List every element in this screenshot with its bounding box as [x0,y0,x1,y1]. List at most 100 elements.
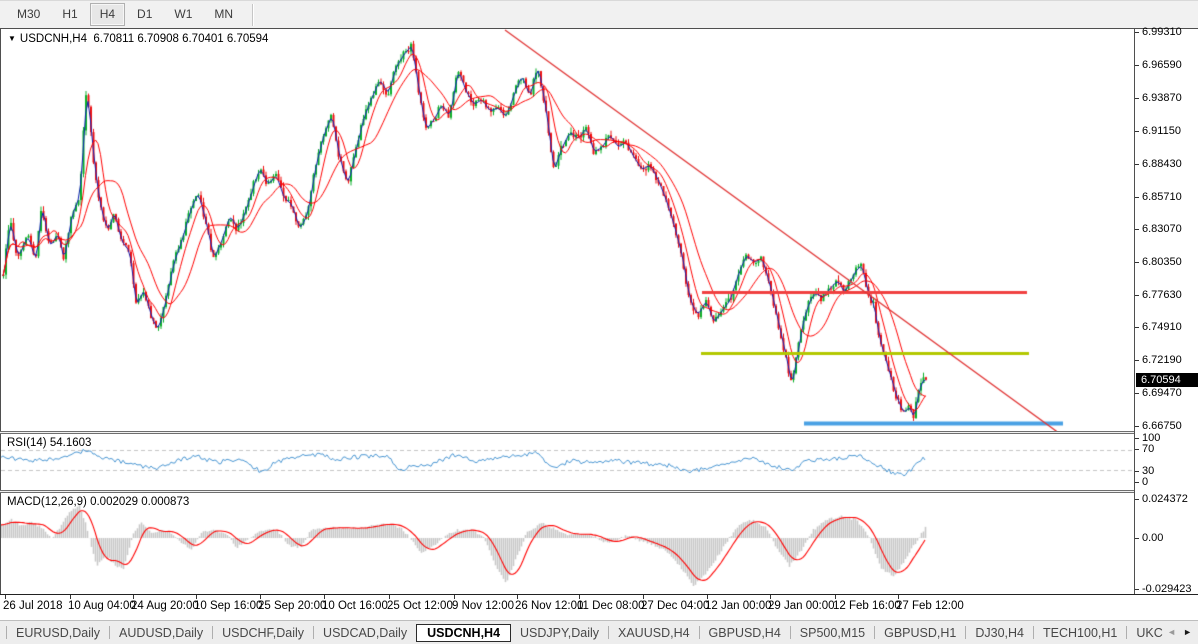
chart-tab-usdcnh-h4[interactable]: USDCNH,H4 [416,623,512,642]
time-axis-label: 25 Sep 20:00 [258,600,327,612]
time-axis-tick [517,595,518,599]
rsi-chart-canvas[interactable] [1,434,1133,490]
macd-signal-value: 0.000873 [141,496,190,508]
price-axis-label: 6.74910 [1142,321,1182,334]
timeframe-button-w1[interactable]: W1 [174,7,193,21]
chart-tab-usdjpy-daily[interactable]: USDJPY,Daily [520,625,599,640]
price-axis-tick [1135,426,1139,427]
price-axis-tick [1135,295,1139,296]
toolbar-separator [252,3,255,26]
price-axis-tick [1135,360,1139,361]
timeframe-button-d1[interactable]: D1 [137,7,153,21]
chart-tab-ukc[interactable]: UKC [1136,625,1163,640]
time-axis-label: 26 Jul 2018 [3,600,63,612]
time-axis-label: 26 Nov 12:00 [515,600,584,612]
chart-tab-bar: EURUSD,Daily AUDUSD,Daily USDCHF,Daily USDC… [0,620,1198,644]
panel-splitter[interactable] [0,431,1198,434]
price-axis-label: 6.83070 [1142,222,1182,235]
time-axis-label: 12 Jan 00:00 [705,600,772,612]
time-axis-tick [579,595,580,599]
time-axis-tick [454,595,455,599]
time-axis-tick [707,595,708,599]
tab-divider [698,626,700,639]
tab-divider [109,626,111,639]
macd-name: MACD(12,26,9) [7,496,87,508]
indicator-axis-label: 0 [1142,476,1149,488]
time-axis-label: 9 Nov 12:00 [452,600,515,612]
price-axis-label: 6.85710 [1142,190,1182,203]
tab-divider [789,626,791,639]
tab-scroll-right-icon[interactable]: ► [1183,627,1192,637]
indicator-axis-label: 30 [1142,465,1155,477]
time-axis-tick [643,595,644,599]
indicator-axis-tick [1135,471,1139,472]
chart-tab-audusd-daily[interactable]: AUDUSD,Daily [119,625,204,640]
chart-ohlc-values: 6.70811 6.70908 6.70401 6.70594 [93,33,269,45]
price-axis-tick [1135,197,1139,198]
timeframe-button-h4[interactable]: H4 [89,3,126,26]
indicator-axis-tick [1135,482,1139,483]
time-scale[interactable]: 26 Jul 2018 10 Aug 04:00 24 Aug 20:00 10 Se… [0,595,1198,620]
indicator-axis-label: 70 [1142,443,1155,455]
timeframe-button-m30[interactable]: M30 [17,7,41,21]
time-axis-tick [70,595,71,599]
time-axis-label: 29 Jan 00:00 [768,600,835,612]
timeframe-button-h1[interactable]: H1 [62,7,78,21]
tab-divider [965,626,967,639]
chart-tab-gbpusd-h4[interactable]: GBPUSD,H4 [708,625,781,640]
indicator-axis-tick [1135,499,1139,500]
price-chart-panel[interactable]: ▼ USDCNH,H4 6.70811 6.70908 6.70401 6.705… [1,29,1133,431]
time-axis-label: 12 Feb 16:00 [833,600,901,612]
chart-tab-sp500-m15[interactable]: SP500,M15 [799,625,866,640]
price-axis-label: 6.99310 [1142,26,1182,39]
rsi-indicator-panel[interactable]: RSI(14) 54.1603 [1,434,1133,490]
tab-divider [608,626,609,639]
price-axis-label: 6.91150 [1142,124,1181,137]
chart-title: ▼ USDCNH,H4 6.70811 6.70908 6.70401 6.705… [8,33,268,45]
price-axis-tick [1135,65,1139,66]
indicator-axis-label: 100 [1142,432,1161,444]
time-axis-tick [324,595,325,599]
chart-tab-xauusd-h4[interactable]: XAUUSD,H4 [618,625,690,640]
time-axis-tick [5,595,6,599]
time-axis-label: 27 Dec 04:00 [641,600,710,612]
time-axis-tick [898,595,899,599]
macd-label: MACD(12,26,9) 0.002029 0.000873 [7,496,189,508]
chart-symbol: USDCNH,H4 [19,33,88,45]
candlestick-chart-canvas[interactable] [1,29,1133,431]
indicator-axis-tick [1135,589,1139,590]
tab-divider [1033,626,1035,639]
indicator-axis-label: 0.024372 [1142,493,1188,505]
time-axis-tick [835,595,836,599]
time-axis-label: 10 Oct 16:00 [322,600,388,612]
timeframe-button-mn[interactable]: MN [214,7,234,21]
panel-splitter[interactable] [0,490,1198,493]
macd-chart-canvas[interactable] [1,493,1133,594]
chart-window-border [0,29,1,595]
time-axis-tick [389,595,390,599]
price-axis-label: 6.66750 [1142,420,1182,433]
macd-indicator-panel[interactable]: MACD(12,26,9) 0.002029 0.000873 [1,493,1133,594]
tab-divider [313,626,315,639]
price-axis-tick [1135,32,1139,33]
time-axis-label: 24 Aug 20:00 [131,600,199,612]
chart-tab-usdcad-daily[interactable]: USDCAD,Daily [323,625,408,640]
price-scale[interactable]: 6.70594 6.99310 6.96590 6.93870 6.91150 6.88… [1134,26,1198,595]
chevron-down-icon[interactable]: ▼ [8,34,16,43]
chart-tab-dj30-h4[interactable]: DJ30,H4 [975,625,1025,640]
price-axis-label: 6.69470 [1142,387,1182,400]
rsi-value: 54.1603 [49,437,92,449]
price-axis-tick [1135,164,1139,165]
indicator-axis-tick [1135,438,1139,439]
chart-window-border [0,28,1198,29]
timeframe-toolbar: M30 H1 H4 D1 W1 MN [0,0,1198,28]
price-axis-tick [1135,393,1139,394]
chart-tab-gbpusd-h1[interactable]: GBPUSD,H1 [884,625,957,640]
chart-tab-usdchf-daily[interactable]: USDCHF,Daily [222,625,305,640]
tab-scroll-left-icon[interactable]: ◄ [1167,627,1177,637]
chart-tab-eurusd-daily[interactable]: EURUSD,Daily [16,625,101,640]
indicator-axis-label: 0.00 [1142,532,1164,544]
chart-tab-tech100-h1[interactable]: TECH100,H1 [1043,625,1118,640]
price-axis-tick [1135,229,1139,230]
